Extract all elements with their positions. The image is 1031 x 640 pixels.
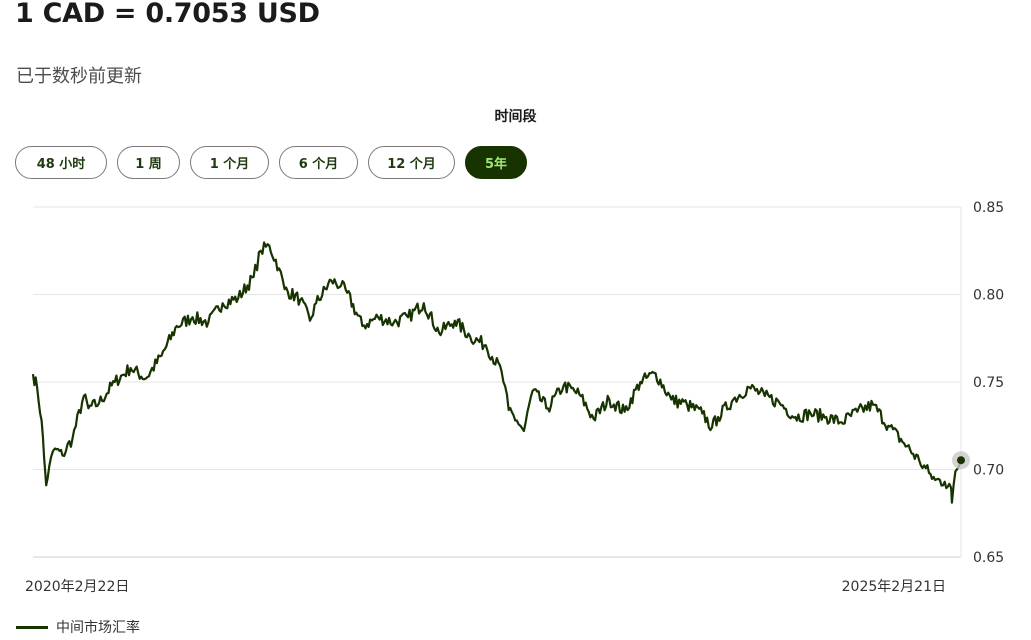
x-tick-label: 2025年2月21日 [842,579,946,595]
period-1w-button[interactable]: 1 周 [117,146,180,179]
y-tick-label: 0.75 [973,375,1004,391]
series-line-mid-market-rate [31,241,963,504]
period-5y-button[interactable]: 5年 [465,146,527,179]
last-point-marker[interactable] [957,456,965,465]
period-label: 时间段 [494,109,537,125]
period-48h-button[interactable]: 48 小时 [15,146,107,179]
chart-y-axis: 0.85 0.80 0.75 0.70 0.65 [973,200,1004,566]
exchange-rate-chart[interactable]: 0.85 0.80 0.75 0.70 0.65 2020年2月22日 2025年2月21… [0,195,1031,605]
y-tick-label: 0.70 [973,463,1004,479]
y-tick-label: 0.65 [973,550,1004,566]
legend-swatch [16,625,48,629]
chart-gridlines [33,206,962,558]
last-updated-text: 已于数秒前更新 [16,66,142,87]
period-selector: 48 小时 1 周 1 个月 6 个月 12 个月 5年 [15,146,527,179]
exchange-rate-title: 1 CAD = 0.7053 USD [15,0,320,29]
chart-legend: 中间市场汇率 [16,617,140,637]
period-1m-button[interactable]: 1 个月 [190,146,269,179]
period-6m-button[interactable]: 6 个月 [279,146,358,179]
x-tick-label: 2020年2月22日 [25,579,129,595]
y-tick-label: 0.85 [973,200,1004,216]
legend-label: 中间市场汇率 [56,620,140,636]
chart-x-axis: 2020年2月22日 2025年2月21日 [25,579,946,595]
period-12m-button[interactable]: 12 个月 [368,146,455,179]
y-tick-label: 0.80 [973,288,1004,304]
